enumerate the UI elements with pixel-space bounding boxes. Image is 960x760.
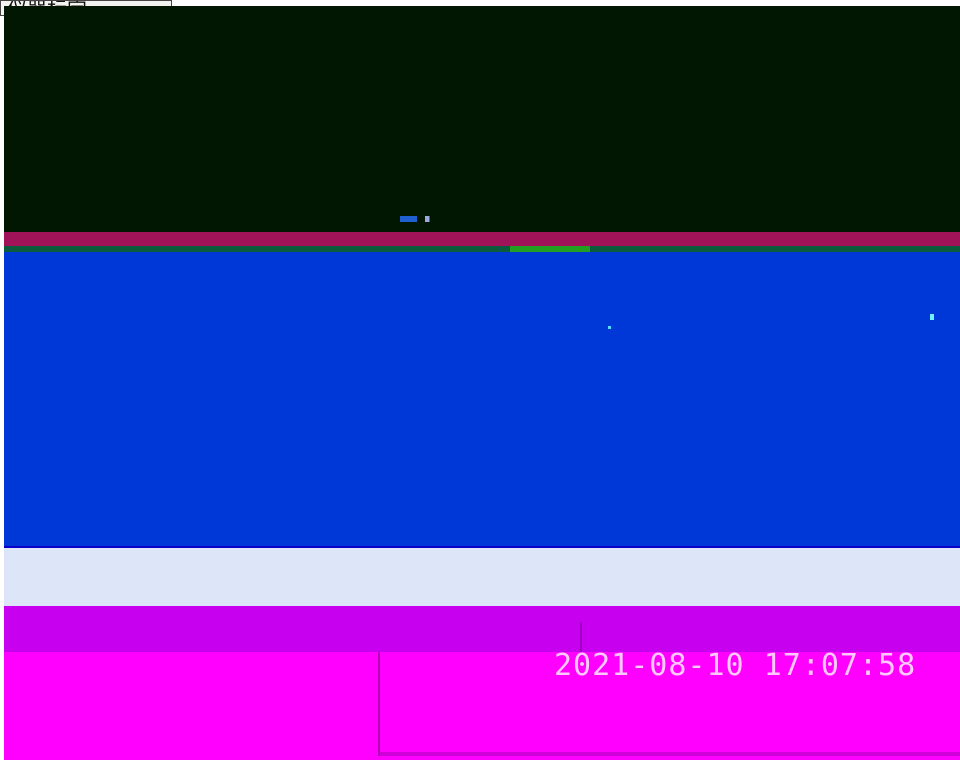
marker-dot: [608, 326, 611, 329]
footer-bottom-line: [380, 752, 960, 756]
footer-header-row: [4, 606, 960, 652]
video-display-panel: [4, 6, 960, 232]
marker-dot: [930, 314, 934, 320]
footer-header-right: [700, 596, 960, 616]
main-panel-label: [114, 292, 294, 332]
footer-left-cell: [4, 652, 380, 756]
main-content-panel: [4, 252, 960, 548]
display-indicator: [400, 216, 442, 222]
status-bar: [4, 548, 960, 606]
toolbar-strip-text: [120, 231, 620, 245]
status-right-text: [790, 540, 960, 562]
toolbar-strip: [4, 232, 960, 246]
footer-header-left: [4, 606, 584, 622]
footer-left-text: [8, 650, 378, 674]
status-left-text: [8, 548, 148, 570]
progress-accent: [510, 246, 590, 252]
toolbar-substrip: [4, 246, 960, 252]
footer-panel: [4, 652, 960, 760]
footer-divider: [580, 622, 582, 652]
datetime-display: 2021-08-10 17:07:58: [554, 648, 917, 683]
